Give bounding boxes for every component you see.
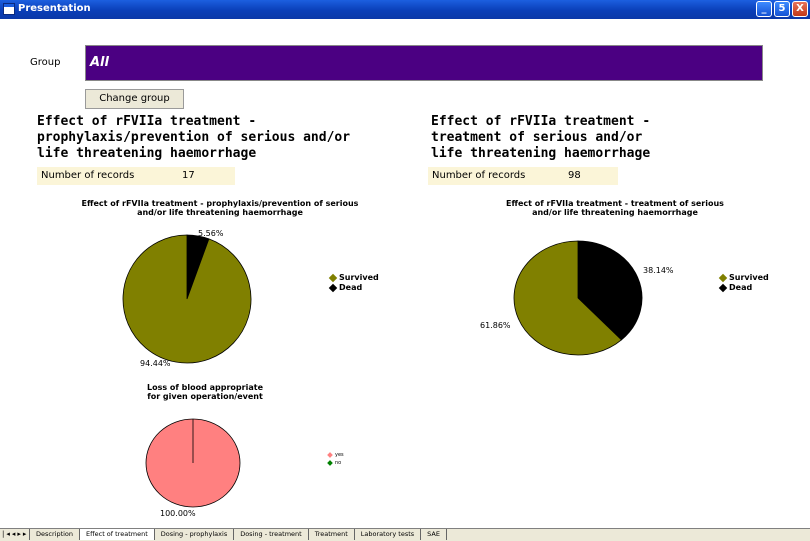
chart3-title: Loss of blood appropriate for given oper… [100,383,310,401]
group-value-field: All [85,45,763,81]
left-heading-line: prophylaxis/prevention of serious and/or [37,130,351,145]
tab-treatment[interactable]: Treatment [307,529,355,540]
legend-item: Dead [339,283,363,292]
chart3-pie [145,418,241,508]
right-section-heading: Effect of rFVIIa treatment - treatment o… [431,114,801,162]
records-label: Number of records [41,170,135,181]
records-label: Number of records [432,170,526,181]
records-value: 98 [568,170,581,181]
pie-slice-survived [122,234,252,364]
group-label: Group [30,57,61,68]
chart2-legend: Survived Dead [718,273,769,293]
tab-dosing-prophylaxis[interactable]: Dosing - prophylaxis [153,529,235,540]
yes-swatch-icon [327,452,333,458]
chart3-title-line: for given operation/event [147,392,263,401]
tab-effect-of-treatment[interactable]: Effect of treatment [79,529,155,540]
chart1-survived-label: 94.44% [140,359,171,368]
chart3-title-line: Loss of blood appropriate [147,383,263,392]
no-swatch-icon [327,460,333,466]
right-record-count: Number of records 98 [428,167,618,185]
chart1-title-line: and/or life threatening haemorrhage [137,208,303,217]
left-section-heading: Effect of rFVIIa treatment - prophylaxis… [37,114,407,162]
chart3-yes-label: 100.00% [160,509,196,518]
legend-item: yes [335,452,344,458]
maximize-button[interactable]: 5 [774,1,790,17]
pie-slice-survived [513,240,623,356]
window-title: Presentation [18,3,91,14]
title-bar: Presentation _ 5 X [0,0,810,19]
chart2-pie [513,240,643,356]
dead-swatch-icon [718,283,728,293]
close-button[interactable]: X [792,1,808,17]
left-record-count: Number of records 17 [37,167,235,185]
minimize-button[interactable]: _ [756,1,772,17]
dead-swatch-icon [328,283,338,293]
chart1-pie [122,234,252,364]
right-heading-line: life threatening haemorrhage [431,146,651,161]
chart1-dead-label: 5.56% [198,229,224,238]
group-value: All [90,55,109,70]
survived-swatch-icon [328,273,338,283]
change-group-button[interactable]: Change group [85,89,184,109]
tab-laboratory-tests[interactable]: Laboratory tests [353,529,422,540]
chart1-title-line: Effect of rFVIIa treatment - prophylaxis… [81,199,359,208]
legend-item: no [335,460,342,466]
left-heading-line: life threatening haemorrhage [37,146,257,161]
chart2-title-line: Effect of rFVIIa treatment - treatment o… [506,199,724,208]
right-heading-line: treatment of serious and/or [431,130,643,145]
app-window-icon [3,3,15,15]
tab-description[interactable]: Description [29,529,81,540]
pie-slice-dead [577,240,643,341]
sheet-tab-bar: |◂◂▸▸| Description Effect of treatment D… [0,528,810,541]
right-heading-line: Effect of rFVIIa treatment - [431,114,651,129]
records-value: 17 [182,170,195,181]
survived-swatch-icon [718,273,728,283]
chart1-title: Effect of rFVIIa treatment - prophylaxis… [30,199,410,217]
legend-item: Survived [729,273,769,282]
chart3-legend: yes no [327,451,344,467]
chart1-legend: Survived Dead [328,273,379,293]
legend-item: Dead [729,283,753,292]
tab-dosing-treatment[interactable]: Dosing - treatment [233,529,309,540]
chart2-title-line: and/or life threatening haemorrhage [532,208,698,217]
tab-sae[interactable]: SAE [420,529,447,540]
legend-item: Survived [339,273,379,282]
chart2-survived-label: 61.86% [480,321,511,330]
tab-scroll-arrows-icon[interactable]: |◂◂▸▸| [2,530,33,538]
left-heading-line: Effect of rFVIIa treatment - [37,114,257,129]
chart2-title: Effect of rFVIIa treatment - treatment o… [440,199,790,217]
chart2-dead-label: 38.14% [643,266,674,275]
sheet-tabs: Description Effect of treatment Dosing -… [29,529,447,540]
